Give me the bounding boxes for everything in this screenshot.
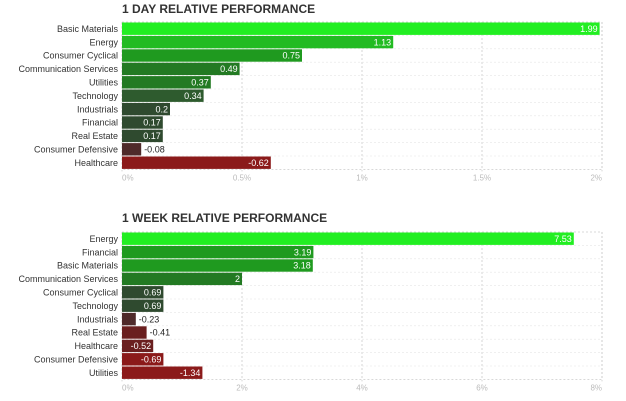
value-label: 0.17 bbox=[143, 131, 161, 141]
bar bbox=[122, 299, 164, 312]
category-label: Industrials bbox=[77, 314, 119, 324]
value-label: -0.62 bbox=[248, 158, 269, 168]
category-label: Communication Services bbox=[18, 64, 118, 74]
category-label: Technology bbox=[72, 91, 118, 101]
category-label: Real Estate bbox=[71, 328, 118, 338]
category-label: Utilities bbox=[89, 78, 119, 88]
category-label: Energy bbox=[89, 37, 118, 47]
x-tick-label: 0% bbox=[122, 383, 134, 392]
bar bbox=[122, 259, 313, 272]
bar bbox=[122, 326, 147, 339]
value-label: -0.52 bbox=[131, 341, 152, 351]
value-label: 3.18 bbox=[293, 261, 311, 271]
x-tick-label: 0.5% bbox=[233, 173, 251, 182]
bar bbox=[122, 22, 600, 35]
x-tick-label: 2% bbox=[590, 173, 602, 182]
bar bbox=[122, 49, 302, 62]
value-label: 0.17 bbox=[143, 118, 161, 128]
value-label: -0.23 bbox=[139, 314, 160, 324]
bar bbox=[122, 232, 574, 245]
category-label: Financial bbox=[82, 247, 118, 257]
bar bbox=[122, 89, 204, 102]
category-label: Utilities bbox=[89, 368, 119, 378]
category-label: Real Estate bbox=[71, 131, 118, 141]
value-label: 0.69 bbox=[144, 288, 162, 298]
chart-title-1week: 1 WEEK RELATIVE PERFORMANCE bbox=[122, 211, 327, 225]
category-label: Consumer Cyclical bbox=[43, 51, 118, 61]
category-label: Technology bbox=[72, 301, 118, 311]
value-label: 0.49 bbox=[220, 64, 238, 74]
value-label: -0.08 bbox=[144, 145, 165, 155]
bar bbox=[122, 143, 142, 156]
bar bbox=[122, 339, 154, 353]
value-label: 1.99 bbox=[580, 24, 598, 34]
category-label: Basic Materials bbox=[57, 24, 119, 34]
bar bbox=[122, 272, 242, 286]
bar bbox=[122, 76, 211, 89]
chart-title-1day: 1 DAY RELATIVE PERFORMANCE bbox=[122, 2, 315, 16]
bar bbox=[122, 129, 163, 143]
x-tick-label: 8% bbox=[590, 383, 602, 392]
x-tick-label: 1% bbox=[356, 173, 368, 182]
value-label: 1.13 bbox=[374, 37, 392, 47]
category-label: Healthcare bbox=[74, 158, 118, 168]
x-tick-label: 1.5% bbox=[473, 173, 491, 182]
category-label: Industrials bbox=[77, 104, 119, 114]
value-label: 2 bbox=[235, 274, 240, 284]
bar bbox=[122, 286, 164, 299]
category-label: Consumer Defensive bbox=[34, 355, 118, 365]
bar bbox=[122, 353, 164, 366]
value-label: 0.34 bbox=[184, 91, 202, 101]
x-tick-label: 2% bbox=[236, 383, 248, 392]
value-label: 3.19 bbox=[294, 247, 312, 257]
category-label: Basic Materials bbox=[57, 261, 119, 271]
bar bbox=[122, 62, 240, 76]
value-label: -0.69 bbox=[141, 355, 162, 365]
bar bbox=[122, 312, 136, 326]
chart-1week: 0% 2% 4% 6% 8% Energy 7.53 Financial 3.19 Basic M… bbox=[18, 231, 603, 392]
bar bbox=[122, 156, 271, 169]
x-tick-label: 0% bbox=[122, 173, 134, 182]
value-label: 7.53 bbox=[554, 234, 572, 244]
value-label: 0.75 bbox=[282, 51, 300, 61]
bar bbox=[122, 102, 170, 116]
value-label: 0.69 bbox=[144, 301, 162, 311]
category-label: Healthcare bbox=[74, 341, 118, 351]
bar bbox=[122, 366, 203, 379]
category-label: Consumer Defensive bbox=[34, 145, 118, 155]
category-label: Financial bbox=[82, 118, 118, 128]
x-tick-label: 4% bbox=[356, 383, 368, 392]
value-label: 0.2 bbox=[155, 104, 168, 114]
value-label: 0.37 bbox=[191, 78, 209, 88]
chart-1day: 0% 0.5% 1% 1.5% 2% Basic Materials 1.99 Energy 1… bbox=[18, 21, 603, 182]
bar bbox=[122, 35, 394, 49]
bar bbox=[122, 116, 163, 129]
x-tick-label: 6% bbox=[476, 383, 488, 392]
value-label: -1.34 bbox=[180, 368, 201, 378]
category-label: Energy bbox=[89, 234, 118, 244]
value-label: -0.41 bbox=[150, 328, 171, 338]
category-label: Consumer Cyclical bbox=[43, 288, 118, 298]
bar bbox=[122, 245, 314, 259]
category-label: Communication Services bbox=[18, 274, 118, 284]
